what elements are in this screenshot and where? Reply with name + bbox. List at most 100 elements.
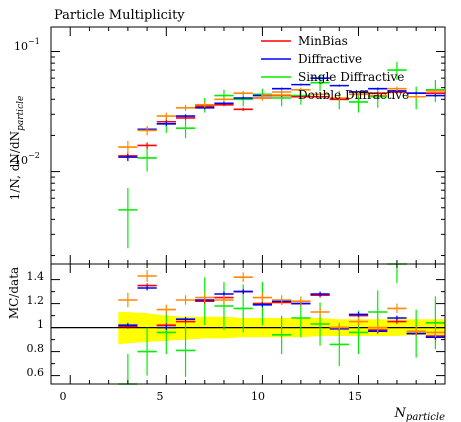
- ratio-point-double-diffractive: [156, 304, 176, 315]
- ratio-point-double-diffractive: [406, 326, 426, 336]
- ratio-y-tick-label: 0.6: [27, 366, 45, 379]
- ratio-point-double-diffractive: [387, 303, 407, 314]
- ratio-point-diffractive: [118, 322, 138, 328]
- ratio-point-double-diffractive: [233, 272, 253, 282]
- data-point-diffractive: [272, 87, 292, 90]
- ratio-plot-frame: [50, 263, 446, 385]
- data-point-double-diffractive: [406, 94, 426, 100]
- ratio-point-diffractive: [137, 285, 157, 291]
- ratio-point-double-diffractive: [118, 292, 138, 308]
- data-point-double-diffractive: [252, 95, 273, 101]
- legend-label: Single Diffractive: [298, 70, 404, 84]
- ratio-point-single-diffractive: [175, 324, 196, 377]
- data-point-double-diffractive: [118, 140, 138, 155]
- x-axis-label-subscript: particle: [406, 412, 445, 422]
- ratio-point-double-diffractive: [214, 295, 234, 305]
- data-point-double-diffractive: [387, 86, 407, 91]
- ratio-point-double-diffractive: [348, 316, 369, 327]
- data-point-double-diffractive: [156, 112, 176, 120]
- ratio-point-double-diffractive: [195, 292, 215, 303]
- ratio-point-diffractive: [252, 302, 273, 308]
- main-plot: 10 −1 10 −2 1/N, dN/dNparticle MinBias D…: [8, 26, 446, 265]
- data-point-diffractive: [425, 94, 445, 97]
- chart-title: Particle Multiplicity: [54, 8, 185, 23]
- data-point-diffractive: [175, 114, 196, 118]
- x-tick-label: 10: [251, 390, 265, 403]
- x-ticks: [69, 264, 436, 384]
- data-point-diffractive: [214, 101, 234, 105]
- legend-label: Double Diffractive: [298, 88, 409, 102]
- ratio-point-double-diffractive: [252, 292, 273, 303]
- ratio-point-single-diffractive: [137, 327, 157, 376]
- x-tick-label: 0: [60, 390, 67, 403]
- data-point-double-diffractive: [195, 101, 215, 108]
- legend-item-diffractive: Diffractive: [261, 52, 362, 66]
- svg-text:1/N, dN/dNparticle: 1/N, dN/dNparticle: [8, 96, 26, 201]
- main-y-axis-label-text: 1/N, dN/dN: [8, 131, 22, 200]
- data-point-diffractive: [291, 83, 311, 86]
- ratio-point-double-diffractive: [272, 295, 292, 305]
- legend-label: Diffractive: [298, 52, 362, 66]
- ratio-y-tick-label: 1: [37, 318, 44, 331]
- data-point-minbias: [137, 142, 157, 149]
- ratio-point-single-diffractive: [214, 282, 234, 330]
- data-point-diffractive: [406, 92, 426, 95]
- ratio-point-single-diffractive: [425, 296, 445, 350]
- data-point-diffractive: [310, 77, 330, 80]
- ratio-point-double-diffractive: [329, 322, 349, 333]
- legend-item-minbias: MinBias: [261, 34, 348, 48]
- ratio-point-diffractive: [310, 291, 330, 297]
- data-point-double-diffractive: [368, 93, 388, 99]
- ratio-y-tick-label: 1.4: [27, 270, 45, 283]
- legend: MinBias Diffractive Single Diffractive D…: [261, 34, 409, 102]
- ratio-y-tick-label: 1.2: [27, 294, 45, 307]
- data-point-double-diffractive: [233, 90, 253, 96]
- main-y-axis-label: 1/N, dN/dNparticle: [8, 96, 26, 201]
- ratio-y-axis-label: MC/data: [7, 267, 21, 319]
- main-y-axis-label-subscript: particle: [16, 96, 26, 131]
- data-point-double-diffractive: [425, 88, 445, 94]
- ratio-point-diffractive: [156, 325, 176, 330]
- data-point-double-diffractive: [175, 104, 196, 111]
- legend-item-double-diffractive: Double Diffractive: [261, 88, 409, 102]
- data-point-minbias: [291, 95, 311, 99]
- data-point-double-diffractive: [329, 95, 349, 101]
- data-point-double-diffractive: [291, 87, 311, 93]
- ratio-point-double-diffractive: [175, 295, 196, 305]
- data-point-minbias: [233, 107, 253, 111]
- ratio-series: [118, 263, 445, 385]
- ratio-point-double-diffractive: [291, 296, 311, 306]
- ratio-point-diffractive: [175, 316, 196, 322]
- main-y-tick-label-exp: −2: [28, 151, 40, 160]
- data-point-double-diffractive: [272, 89, 292, 95]
- x-axis-label-text: N: [394, 406, 407, 421]
- data-point-diffractive: [118, 153, 138, 162]
- main-y-tick-label: 10 −1: [14, 37, 40, 53]
- data-point-diffractive: [233, 96, 253, 100]
- main-y-tick-label: 10 −2: [14, 151, 40, 167]
- data-point-single-diffractive: [175, 119, 196, 139]
- main-y-ticks: [51, 51, 445, 257]
- main-y-tick-label-base: 10: [14, 40, 28, 53]
- data-point-double-diffractive: [348, 92, 369, 97]
- ratio-plot: 1.4 1.2 1 0.8 0.6 MC/data 0 5 10 15 Npar…: [7, 263, 446, 422]
- legend-item-single-diffractive: Single Diffractive: [261, 70, 404, 84]
- ratio-point-double-diffractive: [310, 307, 330, 317]
- legend-label: MinBias: [298, 34, 348, 48]
- ratio-point-single-diffractive: [272, 315, 292, 354]
- ratio-point-double-diffractive: [137, 270, 157, 282]
- main-y-tick-label-exp: −1: [28, 37, 40, 46]
- main-series: [118, 61, 445, 249]
- ratio-y-ticks: [51, 279, 445, 377]
- data-point-double-diffractive: [214, 96, 234, 102]
- x-tick-label: 15: [348, 390, 362, 403]
- data-point-diffractive: [368, 87, 388, 90]
- data-point-diffractive: [156, 121, 176, 126]
- data-point-double-diffractive: [137, 125, 157, 136]
- x-axis-label: Nparticle: [394, 406, 446, 422]
- ratio-point-diffractive: [233, 289, 253, 294]
- ratio-point-diffractive: [387, 315, 407, 321]
- data-point-single-diffractive: [137, 147, 157, 172]
- ratio-point-double-diffractive: [425, 327, 445, 338]
